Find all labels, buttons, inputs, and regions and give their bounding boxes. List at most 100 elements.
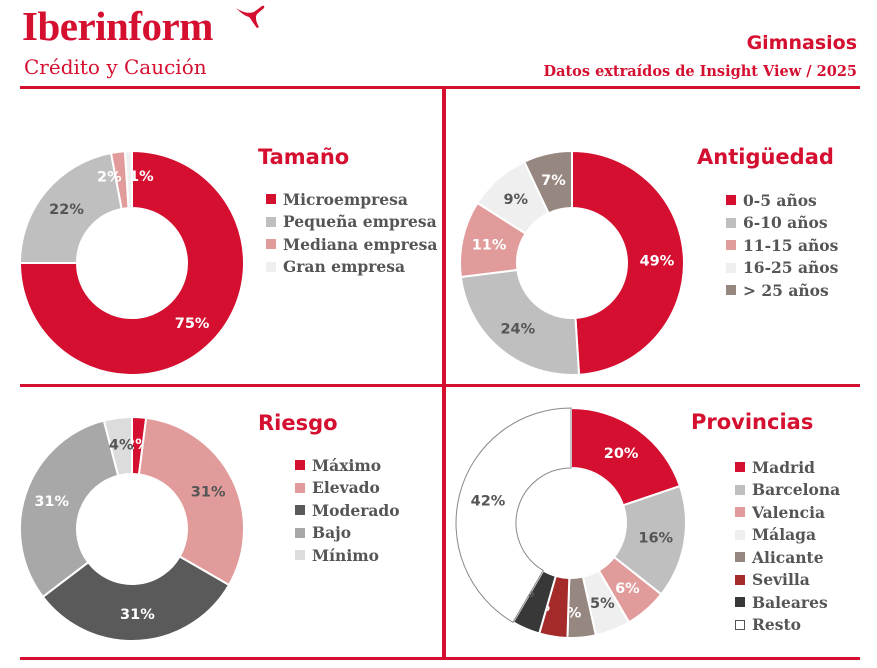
- provincias-label-valencia: 6%: [615, 581, 640, 597]
- antiguedad-legend: 0-5 años 6-10 años 11-15 años 16-25 años > 2…: [726, 189, 838, 302]
- page-subtitle: Datos extraídos de Insight View / 2025: [543, 63, 857, 80]
- vertical-divider: [442, 88, 446, 660]
- riesgo-legend-swatch: [295, 460, 305, 471]
- antiguedad-slice-25-anos: [522, 149, 573, 215]
- riesgo-legend-label: Moderado: [312, 500, 400, 520]
- provincias-legend-swatch: [735, 529, 745, 540]
- provincias-legend-swatch: [735, 552, 745, 563]
- antiguedad-label-11-15-anos: 11%: [472, 237, 507, 253]
- riesgo-legend-label: Bajo: [312, 523, 352, 543]
- provincias-legend-label: Madrid: [752, 457, 815, 477]
- provincias-legend-item-resto: Resto: [735, 614, 840, 637]
- brand-logo: Iberinform: [22, 3, 213, 49]
- provincias-legend-item-madrid: Madrid: [735, 456, 840, 479]
- provincias-legend-label: Resto: [752, 615, 801, 635]
- provincias-legend-swatch: [735, 484, 745, 495]
- antiguedad-label-0-5-anos: 49%: [640, 253, 675, 269]
- provincias-legend-label: Alicante: [752, 547, 824, 567]
- riesgo-legend-label: Máximo: [312, 455, 382, 475]
- antiguedad-legend-label: 16-25 años: [743, 258, 839, 278]
- riesgo-label-elevado: 31%: [191, 484, 226, 500]
- antiguedad-legend-label: > 25 años: [743, 280, 829, 300]
- riesgo-legend-swatch: [295, 505, 305, 516]
- provincias-legend-swatch: [735, 597, 745, 608]
- tamano-label-microempresa: 75%: [175, 316, 210, 332]
- provincias-legend-label: Valencia: [752, 502, 826, 522]
- tamano-slice-gran-empresa: [123, 149, 133, 210]
- antiguedad-legend-label: 11-15 años: [743, 235, 839, 255]
- antiguedad-chart-title: Antigüedad: [697, 145, 834, 169]
- provincias-legend-item-sevilla: Sevilla: [735, 569, 840, 592]
- riesgo-legend-item-elevado: Elevado: [295, 477, 400, 500]
- antiguedad-legend-item-25-anos: > 25 años: [726, 279, 838, 302]
- antiguedad-legend-swatch: [726, 195, 736, 206]
- provincias-legend-label: Málaga: [752, 525, 817, 545]
- riesgo-chart-title: Riesgo: [258, 411, 338, 435]
- header-divider: [20, 86, 860, 89]
- antiguedad-label-6-10-anos: 24%: [500, 321, 535, 337]
- provincias-label-malaga: 5%: [590, 596, 615, 612]
- riesgo-legend-swatch: [295, 527, 305, 538]
- plane-icon: [236, 5, 265, 29]
- riesgo-slice-elevado: [137, 416, 245, 587]
- provincias-legend-label: Baleares: [752, 592, 828, 612]
- tamano-legend-label: Gran empresa: [283, 257, 406, 277]
- antiguedad-legend-swatch: [726, 217, 736, 228]
- tamano-legend-item-gran-empresa: Gran empresa: [266, 256, 437, 279]
- antiguedad-label-16-25-anos: 9%: [503, 192, 528, 208]
- provincias-legend-swatch: [735, 619, 745, 630]
- tamano-legend-swatch: [266, 194, 276, 205]
- antiguedad-legend-item-6-10-anos: 6-10 años: [726, 212, 838, 235]
- tamano-legend-item-pequena-empresa: Pequeña empresa: [266, 211, 437, 234]
- antiguedad-legend-swatch: [726, 285, 736, 296]
- middle-divider: [20, 384, 860, 387]
- provincias-label-resto: 42%: [471, 494, 506, 510]
- tamano-slice-microempresa: [18, 149, 245, 376]
- riesgo-legend-item-minimo: Mínimo: [295, 544, 400, 567]
- riesgo-legend-swatch: [295, 550, 305, 561]
- tamano-legend-label: Pequeña empresa: [283, 212, 437, 232]
- provincias-legend-item-valencia: Valencia: [735, 501, 840, 524]
- antiguedad-legend-swatch: [726, 262, 736, 273]
- tamano-chart-title: Tamaño: [258, 145, 350, 169]
- riesgo-legend-swatch: [295, 482, 305, 493]
- riesgo-label-moderado: 31%: [120, 607, 155, 623]
- provincias-slice-madrid: [570, 406, 682, 507]
- tamano-label-gran-empresa: 1%: [129, 169, 154, 185]
- footer-divider: [20, 657, 860, 660]
- brand-tagline: Crédito y Caución: [24, 55, 207, 79]
- antiguedad-legend-label: 6-10 años: [743, 213, 828, 233]
- tamano-label-pequena-empresa: 22%: [49, 202, 84, 218]
- provincias-legend-swatch: [735, 507, 745, 518]
- riesgo-legend-item-moderado: Moderado: [295, 499, 400, 522]
- provincias-legend-swatch: [735, 462, 745, 473]
- riesgo-slice-moderado: [41, 555, 231, 642]
- antiguedad-legend-item-11-15-anos: 11-15 años: [726, 234, 838, 257]
- provincias-legend-item-baleares: Baleares: [735, 591, 840, 614]
- tamano-label-mediana-empresa: 2%: [97, 170, 122, 186]
- antiguedad-slice-6-10-anos: [459, 268, 581, 376]
- tamano-slice-pequena-empresa: [18, 151, 123, 264]
- riesgo-legend-label: Mínimo: [312, 545, 379, 565]
- riesgo-legend-label: Elevado: [312, 478, 380, 498]
- provincias-legend-item-malaga: Málaga: [735, 524, 840, 547]
- tamano-legend: Microempresa Pequeña empresa Mediana empre…: [266, 188, 437, 278]
- page-title: Gimnasios: [746, 32, 857, 54]
- antiguedad-legend-swatch: [726, 240, 736, 251]
- tamano-legend-swatch: [266, 261, 276, 272]
- antiguedad-slice-0-5-anos: [571, 149, 685, 376]
- tamano-legend-swatch: [266, 239, 276, 250]
- provincias-legend-label: Barcelona: [752, 480, 841, 500]
- tamano-legend-label: Microempresa: [283, 189, 408, 209]
- provincias-legend-item-alicante: Alicante: [735, 546, 840, 569]
- provincias-legend: Madrid Barcelona Valencia Málaga Alicante Sev…: [735, 456, 840, 636]
- riesgo-slice-bajo: [19, 419, 120, 599]
- provincias-label-barcelona: 16%: [638, 531, 673, 547]
- riesgo-label-bajo: 31%: [34, 494, 69, 510]
- antiguedad-label-25-anos: 7%: [541, 173, 566, 189]
- antiguedad-legend-item-0-5-anos: 0-5 años: [726, 189, 838, 212]
